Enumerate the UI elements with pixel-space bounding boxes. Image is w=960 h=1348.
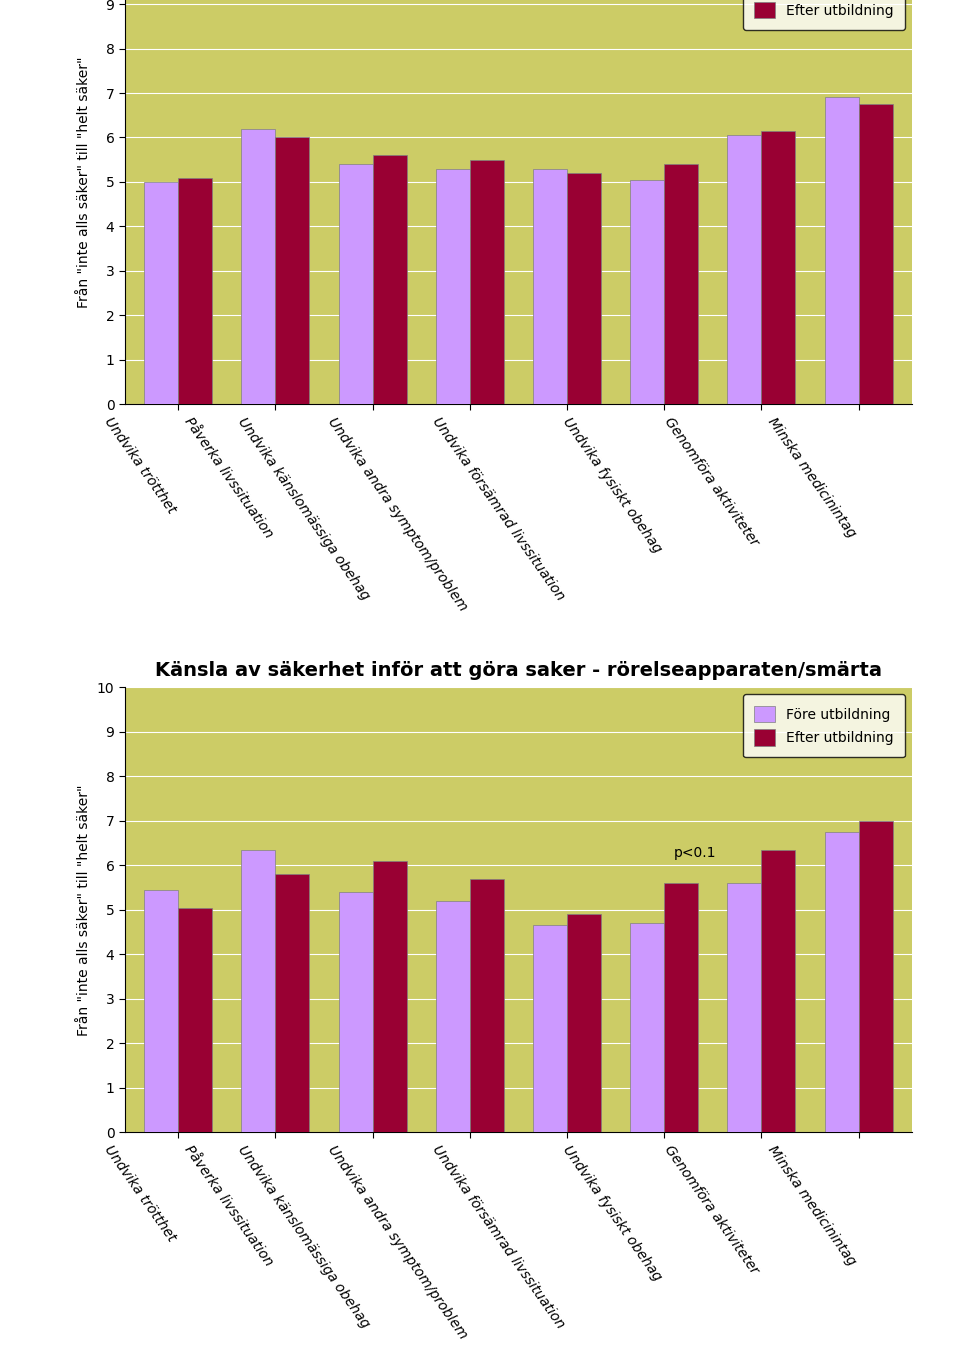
Bar xyxy=(630,179,664,404)
Bar xyxy=(241,128,276,404)
Bar xyxy=(469,159,504,404)
Bar xyxy=(728,883,761,1132)
Bar xyxy=(179,907,212,1132)
Bar xyxy=(436,900,469,1132)
Bar xyxy=(276,137,309,404)
Bar xyxy=(533,926,567,1132)
Legend: Före utbildning, Efter utbildning: Före utbildning, Efter utbildning xyxy=(743,694,905,758)
Bar xyxy=(372,861,407,1132)
Y-axis label: Från "inte alls säker" till "helt säker": Från "inte alls säker" till "helt säker" xyxy=(77,57,91,307)
Bar xyxy=(144,182,179,404)
Bar xyxy=(533,168,567,404)
Bar xyxy=(630,923,664,1132)
Bar xyxy=(567,914,601,1132)
Bar xyxy=(567,173,601,404)
Legend: Före utbildning, Efter utbildning: Före utbildning, Efter utbildning xyxy=(743,0,905,30)
Y-axis label: Från "inte alls säker" till "helt säker": Från "inte alls säker" till "helt säker" xyxy=(77,785,91,1035)
Bar xyxy=(664,883,698,1132)
Bar xyxy=(664,164,698,404)
Bar xyxy=(372,155,407,404)
Bar xyxy=(339,892,372,1132)
Bar xyxy=(825,97,858,404)
Bar xyxy=(761,131,796,404)
Title: Känsla av säkerhet inför att göra saker - rörelseapparaten/smärta: Känsla av säkerhet inför att göra saker … xyxy=(155,662,882,681)
Bar xyxy=(858,104,893,404)
Bar xyxy=(469,879,504,1132)
Bar xyxy=(761,849,796,1132)
Bar xyxy=(179,178,212,404)
Bar xyxy=(728,135,761,404)
Bar xyxy=(144,890,179,1132)
Bar xyxy=(436,168,469,404)
Bar xyxy=(276,875,309,1132)
Bar xyxy=(825,832,858,1132)
Bar xyxy=(241,849,276,1132)
Bar xyxy=(339,164,372,404)
Bar xyxy=(858,821,893,1132)
Text: p<0.1: p<0.1 xyxy=(674,845,716,860)
